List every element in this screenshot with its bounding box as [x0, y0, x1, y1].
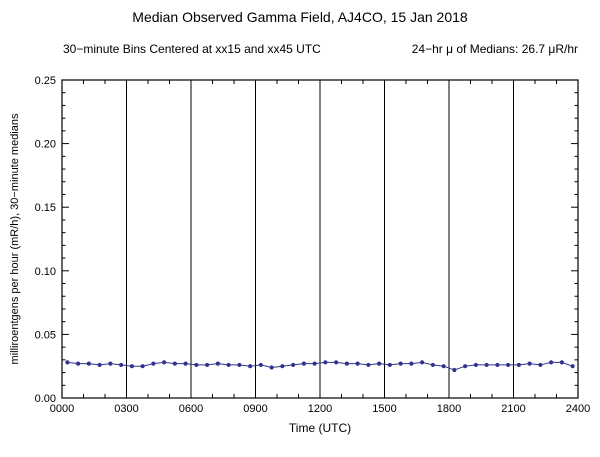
- data-point: [140, 364, 145, 369]
- svg-text:1500: 1500: [372, 403, 396, 415]
- data-point: [398, 361, 403, 366]
- svg-text:0000: 0000: [50, 403, 74, 415]
- svg-text:0.05: 0.05: [35, 329, 56, 341]
- data-point: [559, 360, 564, 365]
- data-point: [301, 361, 306, 366]
- svg-text:1200: 1200: [308, 403, 332, 415]
- data-point: [129, 364, 134, 369]
- y-tick-labels: 0.00 0.05 0.10 0.15 0.20 0.25: [35, 75, 56, 405]
- svg-text:2400: 2400: [566, 403, 590, 415]
- data-point: [172, 361, 177, 366]
- plot-frame: [61, 79, 579, 399]
- data-point: [162, 360, 167, 365]
- svg-text:1800: 1800: [437, 403, 461, 415]
- data-point: [516, 362, 521, 368]
- svg-text:0.20: 0.20: [35, 139, 56, 151]
- data-point: [527, 361, 532, 366]
- data-point: [441, 364, 446, 369]
- x-tick-labels: 0000 0300 0600 0900 1200 1500 1800 2100 2400: [50, 403, 590, 415]
- y-axis-label: milliroentgens per hour (mR/h), 30−minut…: [9, 113, 21, 364]
- data-point: [409, 361, 414, 366]
- data-point: [258, 362, 263, 368]
- data-point: [366, 362, 371, 368]
- svg-text:0.10: 0.10: [35, 266, 56, 278]
- vertical-gridlines: [126, 80, 514, 398]
- data-point: [452, 367, 457, 373]
- subtitle-bins-text: 30−minute Bins Centered at xx15 and xx45…: [63, 42, 321, 56]
- data-point: [183, 361, 188, 366]
- data-point: [108, 361, 113, 366]
- svg-text:0.15: 0.15: [35, 202, 56, 214]
- data-point: [280, 364, 285, 369]
- data-point: [538, 362, 543, 368]
- data-point: [463, 364, 468, 369]
- svg-text:2100: 2100: [501, 403, 525, 415]
- data-point: [323, 360, 328, 365]
- data-point: [570, 364, 575, 369]
- data-point: [430, 362, 435, 368]
- data-point: [194, 362, 199, 368]
- data-point: [226, 362, 231, 368]
- x-minor-ticks: [83, 80, 557, 398]
- data-point: [334, 360, 339, 365]
- data-point: [355, 361, 360, 366]
- subtitle-mean-text: 24−hr μ of Medians: 26.7 μR/hr: [411, 42, 578, 56]
- data-point: [495, 362, 500, 368]
- y-major-ticks: [62, 79, 578, 399]
- data-point: [248, 364, 253, 369]
- data-point: [473, 362, 478, 368]
- data-point: [377, 361, 382, 366]
- data-point: [151, 361, 156, 366]
- data-point: [65, 360, 70, 365]
- data-point: [119, 362, 124, 368]
- data-point: [344, 361, 349, 366]
- data-point: [506, 362, 511, 368]
- chart-subtitle: 30−minute Bins Centered at xx15 and xx45…: [0, 42, 600, 56]
- x-axis-label: Time (UTC): [289, 421, 351, 435]
- median-gamma-series: [65, 360, 575, 373]
- data-point: [312, 361, 317, 366]
- data-point: [97, 362, 102, 368]
- svg-text:0600: 0600: [179, 403, 203, 415]
- chart-title: Median Observed Gamma Field, AJ4CO, 15 J…: [132, 9, 468, 25]
- data-point: [549, 360, 554, 365]
- data-point: [76, 361, 81, 366]
- data-point: [387, 362, 392, 368]
- data-point: [484, 362, 489, 368]
- data-point: [86, 361, 91, 366]
- data-point: [215, 361, 220, 366]
- data-point: [205, 362, 210, 368]
- data-point: [420, 360, 425, 365]
- data-point: [237, 362, 242, 368]
- data-point: [269, 365, 274, 370]
- data-point: [291, 362, 296, 368]
- svg-text:0300: 0300: [114, 403, 138, 415]
- svg-text:0.00: 0.00: [35, 393, 56, 405]
- svg-text:0.25: 0.25: [35, 75, 56, 87]
- y-minor-ticks: [62, 92, 578, 386]
- svg-text:0900: 0900: [243, 403, 267, 415]
